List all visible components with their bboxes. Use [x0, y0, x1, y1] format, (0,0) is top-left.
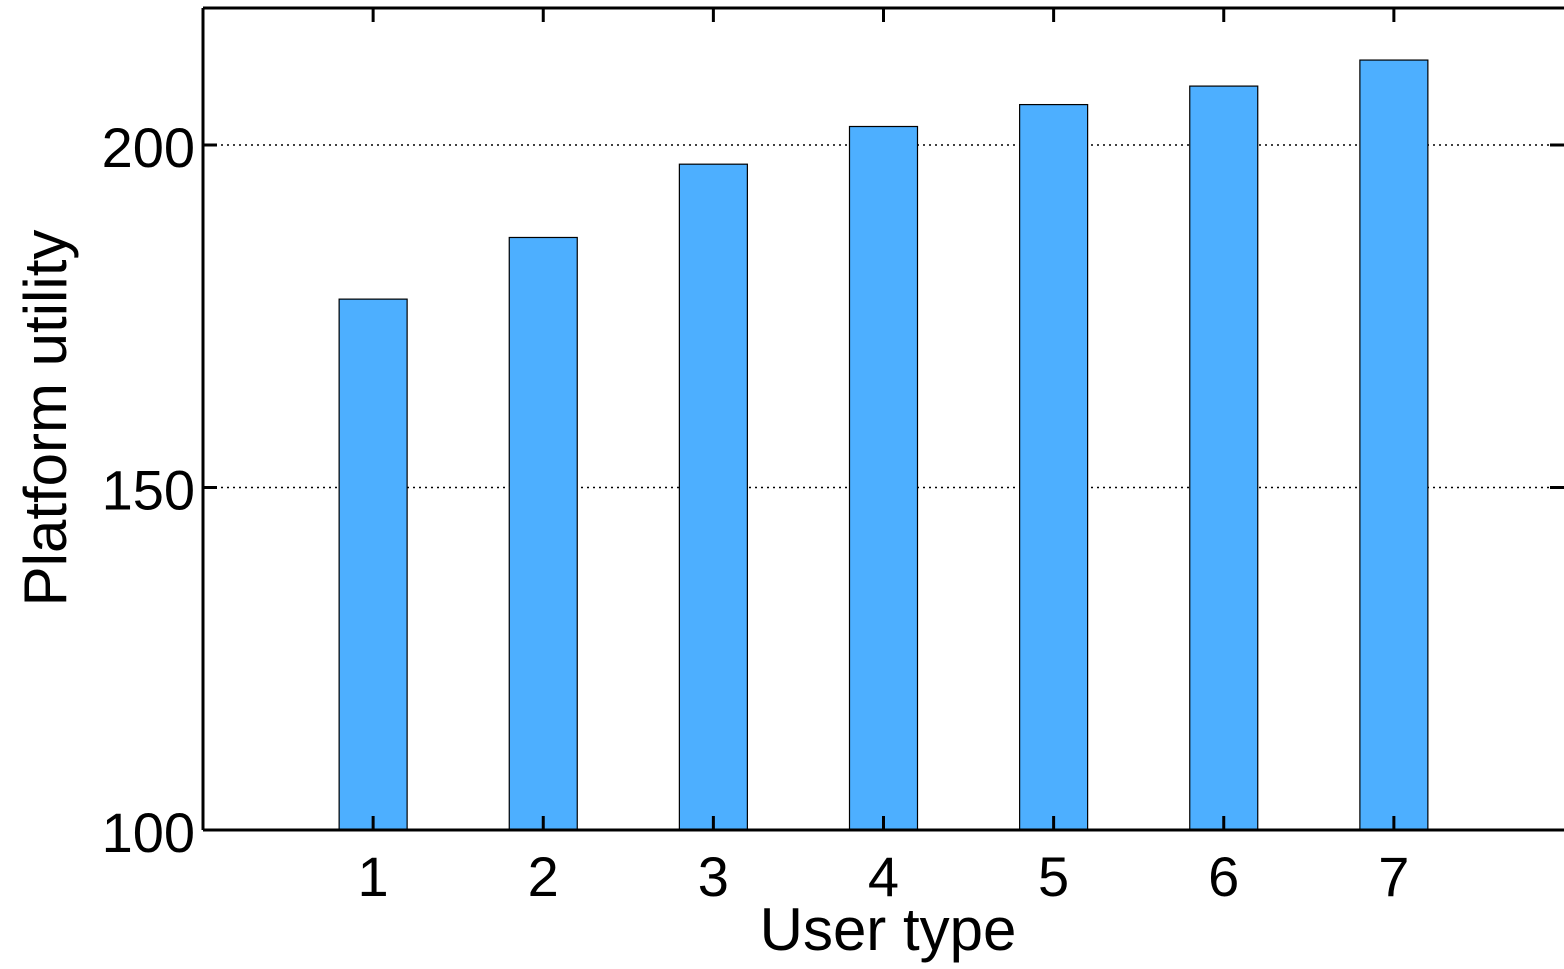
- x-tick-label-3: 3: [698, 845, 729, 908]
- bar-3: [678, 163, 748, 831]
- x-tick-label-5: 5: [1038, 845, 1069, 908]
- ticks: [203, 8, 1564, 832]
- bars: [338, 59, 1429, 831]
- x-tick-label-6: 6: [1208, 845, 1239, 908]
- bar-7: [1359, 59, 1429, 831]
- x-tick-label-2: 2: [528, 845, 559, 908]
- bar-6: [1189, 85, 1259, 831]
- x-tick-label-1: 1: [358, 845, 389, 908]
- y-tick-label-100: 100: [102, 801, 195, 864]
- x-tick-label-7: 7: [1378, 845, 1409, 908]
- x-axis-label: User type: [760, 896, 1017, 963]
- bar-2: [508, 236, 578, 831]
- y-axis-label: Platform utility: [12, 230, 79, 607]
- tick-labels: 1 2 3 4 5 6 7 100 150 200: [102, 116, 1410, 908]
- bar-1: [338, 298, 408, 831]
- y-tick-label-150: 150: [102, 459, 195, 522]
- y-tick-label-200: 200: [102, 116, 195, 179]
- bar-4: [848, 125, 919, 831]
- bar-5: [1019, 103, 1089, 831]
- grid-lines: [203, 144, 1564, 489]
- x-tick-label-4: 4: [868, 845, 899, 908]
